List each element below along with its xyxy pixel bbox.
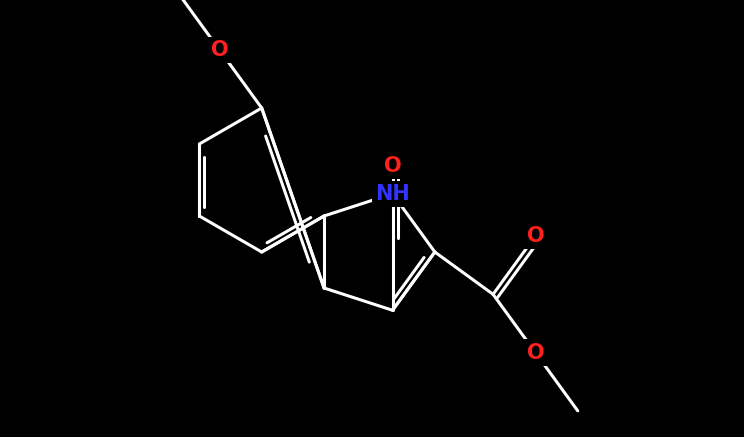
Text: O: O [527, 343, 544, 363]
Text: NH: NH [375, 184, 410, 204]
Text: O: O [527, 226, 544, 246]
Text: O: O [384, 156, 401, 176]
Text: O: O [211, 40, 228, 60]
